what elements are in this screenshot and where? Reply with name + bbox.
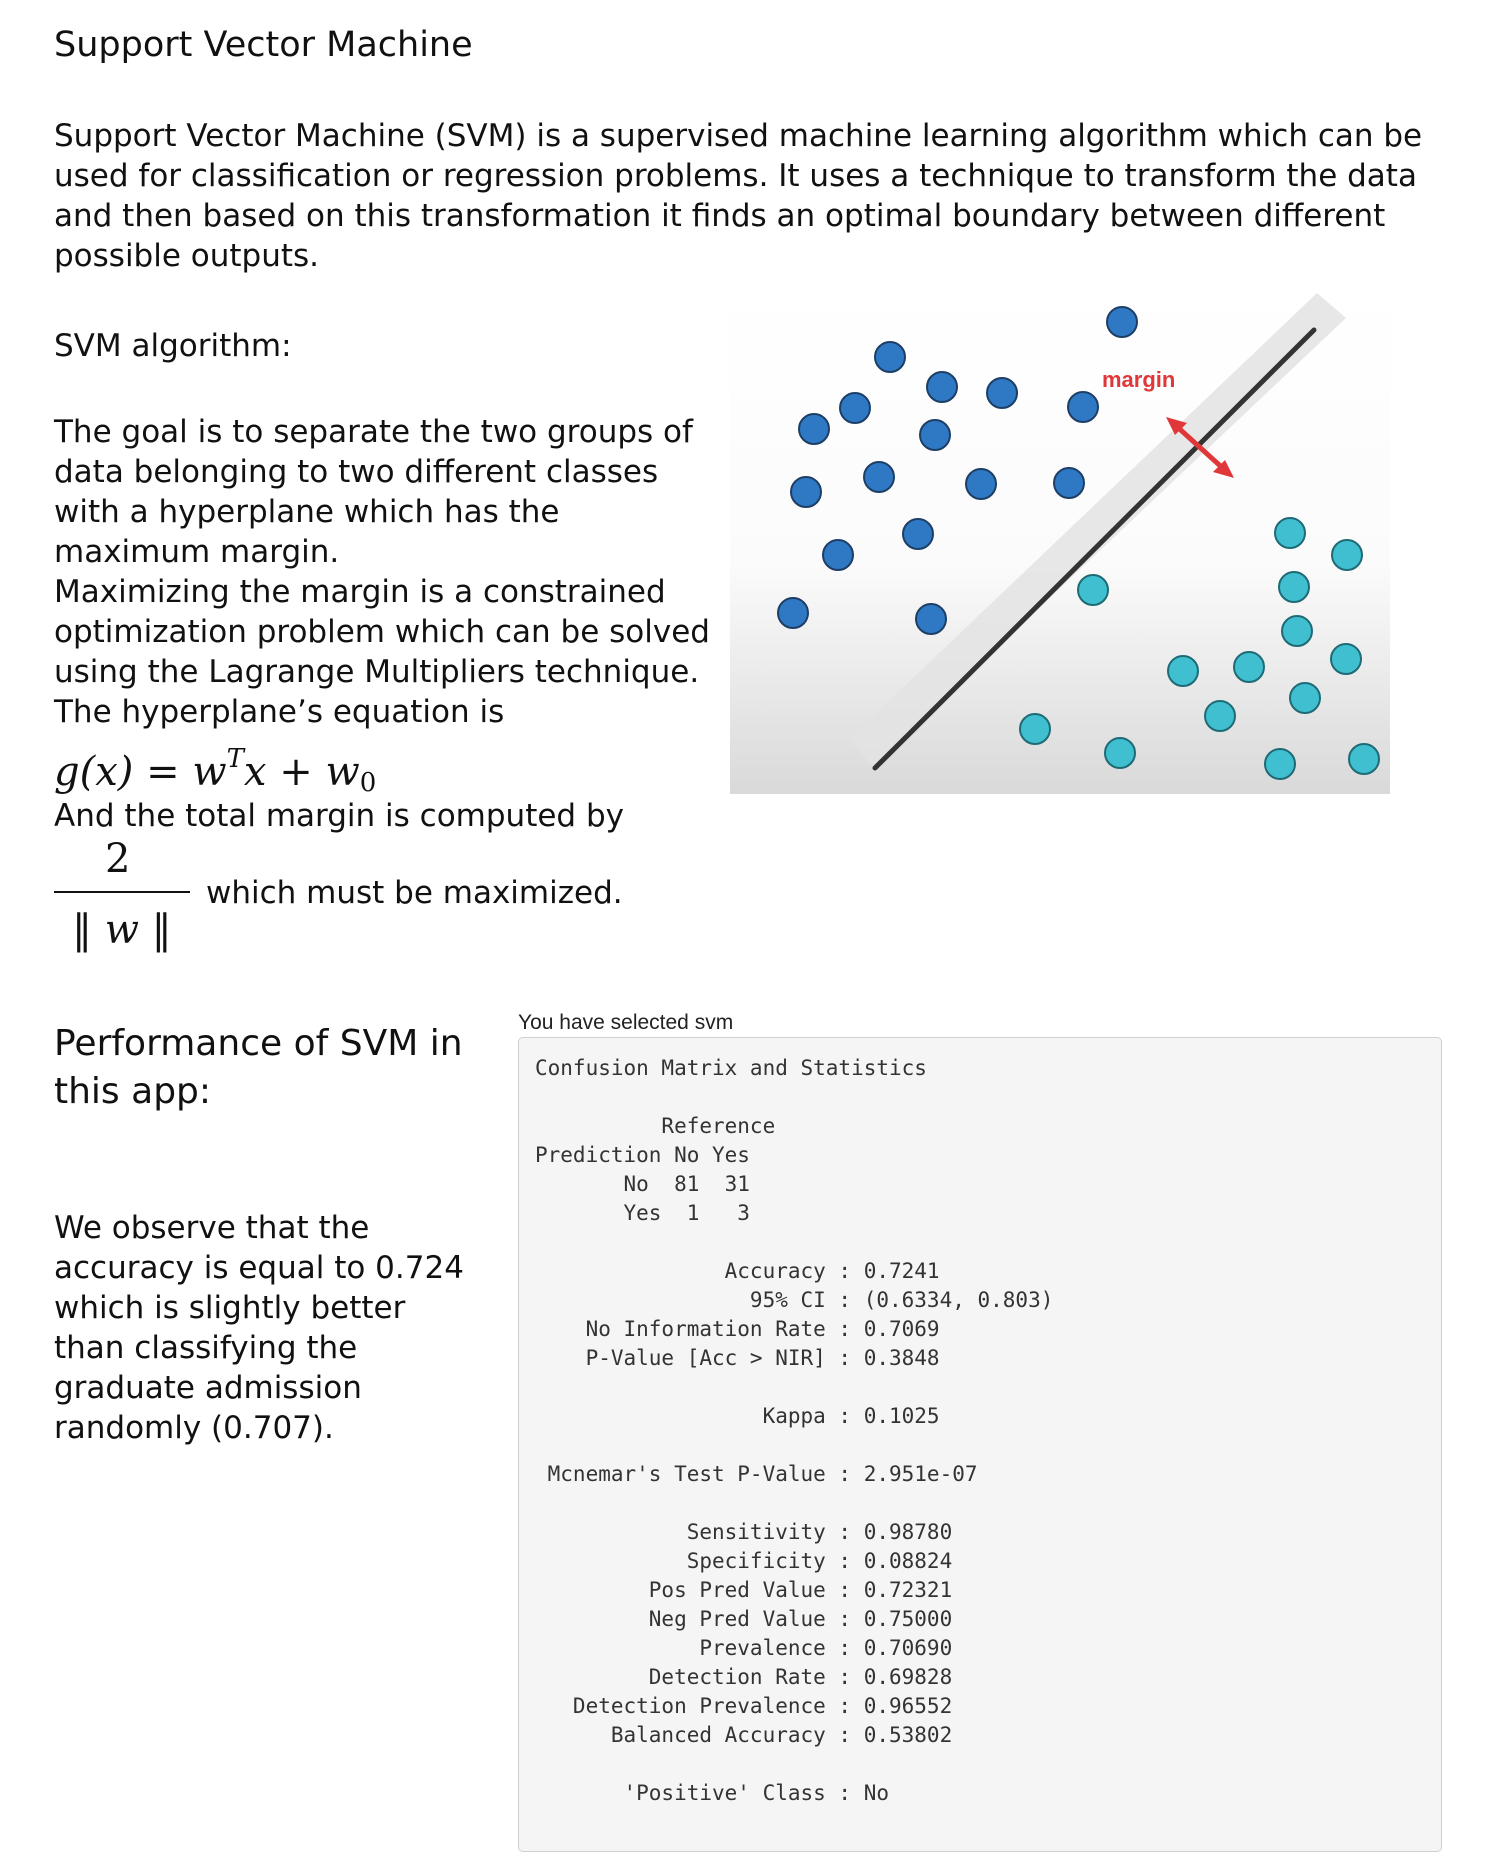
blue-point: [874, 341, 906, 373]
margin-intro-text: And the total margin is computed by: [54, 798, 624, 834]
teal-point: [1233, 651, 1265, 683]
teal-point: [1167, 655, 1199, 687]
performance-heading: Performance of SVM in this app:: [54, 1023, 463, 1112]
page-title: Support Vector Machine: [54, 25, 473, 65]
blue-point: [790, 476, 822, 508]
algorithm-equation-intro: The hyperplane’s equation is: [54, 694, 505, 730]
teal-point: [1104, 737, 1136, 769]
equation-equals: =: [146, 749, 180, 795]
teal-point: [1289, 682, 1321, 714]
margin-fraction-numerator: 2: [105, 836, 131, 882]
teal-point: [1330, 643, 1362, 675]
intro-paragraph: Support Vector Machine (SVM) is a superv…: [54, 118, 1423, 274]
teal-point: [1264, 748, 1296, 780]
blue-point: [965, 468, 997, 500]
teal-point: [1274, 517, 1306, 549]
equation-w: w: [192, 749, 227, 795]
teal-point: [1331, 539, 1363, 571]
blue-point: [1053, 467, 1085, 499]
hyperplane-equation: g(x) = wTx + w0: [54, 746, 377, 798]
blue-point: [798, 413, 830, 445]
confusion-matrix-output: Confusion Matrix and Statistics Referenc…: [535, 1056, 1054, 1805]
teal-point: [1278, 571, 1310, 603]
margin-fraction-tail: which must be maximized.: [206, 875, 623, 911]
teal-point: [1281, 615, 1313, 647]
blue-point: [919, 419, 951, 451]
margin-band: [849, 293, 1346, 766]
performance-observation: We observe that the accuracy is equal to…: [54, 1210, 464, 1446]
margin-label: margin: [1102, 367, 1175, 392]
selected-model-label: You have selected svm: [518, 1011, 734, 1034]
algorithm-goal-text: The goal is to separate the two groups o…: [54, 414, 693, 570]
equation-lhs: g(x): [54, 749, 134, 795]
equation-w0-subscript: 0: [359, 768, 377, 798]
blue-point: [822, 539, 854, 571]
blue-point: [926, 371, 958, 403]
teal-point: [1077, 574, 1109, 606]
hyperplane-line: [872, 327, 1317, 771]
margin-arrow: [1166, 417, 1234, 478]
blue-point: [777, 597, 809, 629]
teal-point: [1019, 713, 1051, 745]
svm-illustration: margin: [730, 283, 1390, 794]
blue-point: [915, 603, 947, 635]
blue-point: [863, 461, 895, 493]
equation-x: x: [243, 749, 267, 795]
teal-point: [1204, 700, 1236, 732]
algorithm-optimization-text: Maximizing the margin is a constrained o…: [54, 574, 710, 690]
teal-point: [1348, 743, 1380, 775]
algorithm-heading: SVM algorithm:: [54, 328, 292, 364]
margin-fraction-w: w: [104, 907, 139, 953]
margin-fraction-bar: [54, 891, 190, 893]
blue-point: [986, 377, 1018, 409]
model-output-panel: Confusion Matrix and Statistics Referenc…: [518, 1037, 1442, 1852]
blue-point: [1106, 306, 1138, 338]
equation-w0: w: [325, 749, 360, 795]
blue-point: [839, 392, 871, 424]
class-blue-points: [777, 306, 1138, 635]
blue-point: [1067, 391, 1099, 423]
class-teal-points: [1019, 517, 1380, 780]
margin-fraction-denominator: ‖ w ‖: [72, 907, 172, 953]
equation-transpose: T: [226, 743, 244, 774]
blue-point: [902, 518, 934, 550]
equation-plus: +: [279, 749, 313, 795]
